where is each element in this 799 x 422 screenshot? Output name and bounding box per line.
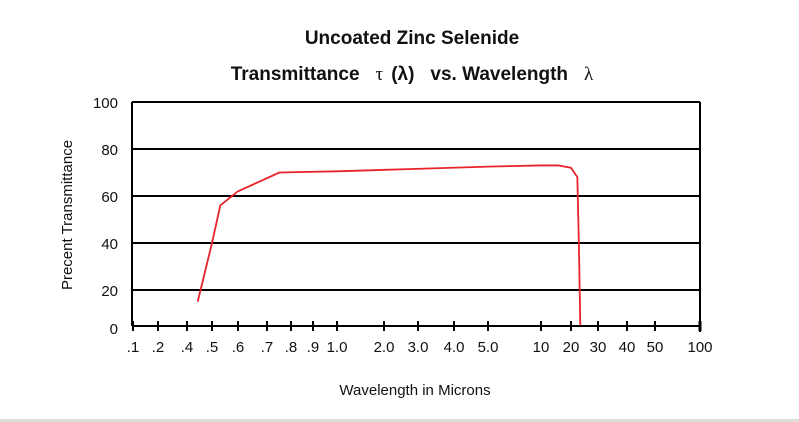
y-tick-label: 40 — [101, 236, 118, 253]
x-tick-label: 5.0 — [478, 339, 499, 356]
x-tick-label: .9 — [307, 339, 320, 356]
x-tick-label: 20 — [563, 339, 580, 356]
x-tick-label: 4.0 — [444, 339, 465, 356]
y-tick-label: 100 — [93, 95, 118, 112]
x-tick-label: .2 — [152, 339, 165, 356]
subtitle-vs-wavelength: vs. Wavelength — [430, 64, 568, 85]
y-tick-label: 60 — [101, 189, 118, 206]
x-tick-label: .1 — [127, 339, 140, 356]
series-line-transmittance — [196, 164, 582, 326]
x-tick-label: 100 — [687, 339, 712, 356]
chart-subtitle: Transmittance τ (λ) vs. Wavelength λ — [231, 64, 594, 85]
x-tick-label: .5 — [206, 339, 219, 356]
x-tick-label: 50 — [647, 339, 664, 356]
bottom-border — [0, 419, 799, 422]
y-tick-label: 80 — [101, 142, 118, 159]
x-tick-label: 2.0 — [374, 339, 395, 356]
x-tick-label: 3.0 — [408, 339, 429, 356]
subtitle-lambda: λ — [584, 64, 594, 85]
x-tick-label: 10 — [533, 339, 550, 356]
y-axis-label: Precent Transmittance — [59, 140, 76, 290]
chart-title: Uncoated Zinc Selenide — [305, 28, 519, 49]
x-tick-label: .7 — [261, 339, 274, 356]
x-axis-label: Wavelength in Microns — [339, 382, 490, 399]
subtitle-transmittance: Transmittance — [231, 64, 360, 85]
x-tick-label: .8 — [285, 339, 298, 356]
y-tick-label: 0 — [110, 321, 118, 338]
subtitle-tau: τ — [376, 64, 384, 85]
x-tick-label: .4 — [181, 339, 194, 356]
y-tick-label: 20 — [101, 283, 118, 300]
subtitle-lambda-paren: (λ) — [391, 64, 414, 85]
x-tick-label: 1.0 — [327, 339, 348, 356]
x-tick-label: .6 — [232, 339, 245, 356]
x-tick-label: 30 — [590, 339, 607, 356]
x-tick-label: 40 — [619, 339, 636, 356]
